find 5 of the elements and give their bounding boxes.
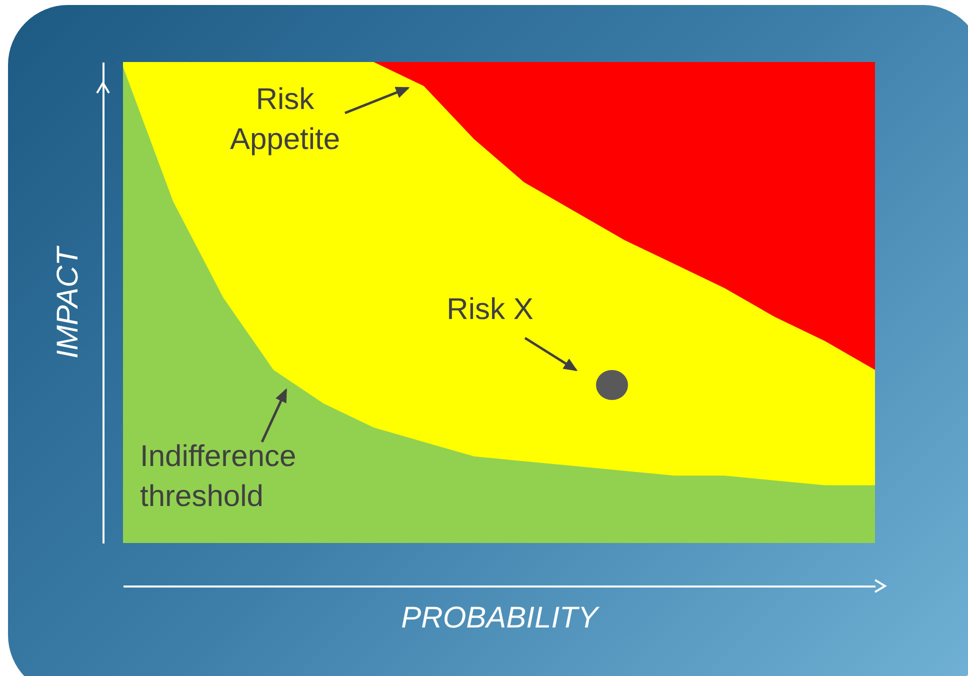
x-axis-title: PROBABILITY (401, 602, 600, 634)
annotation: Indifference threshold (140, 439, 298, 515)
annotation: Risk X (446, 292, 534, 328)
y-axis-title: IMPACT (52, 244, 84, 359)
annotation: Risk Appetite (228, 82, 342, 158)
